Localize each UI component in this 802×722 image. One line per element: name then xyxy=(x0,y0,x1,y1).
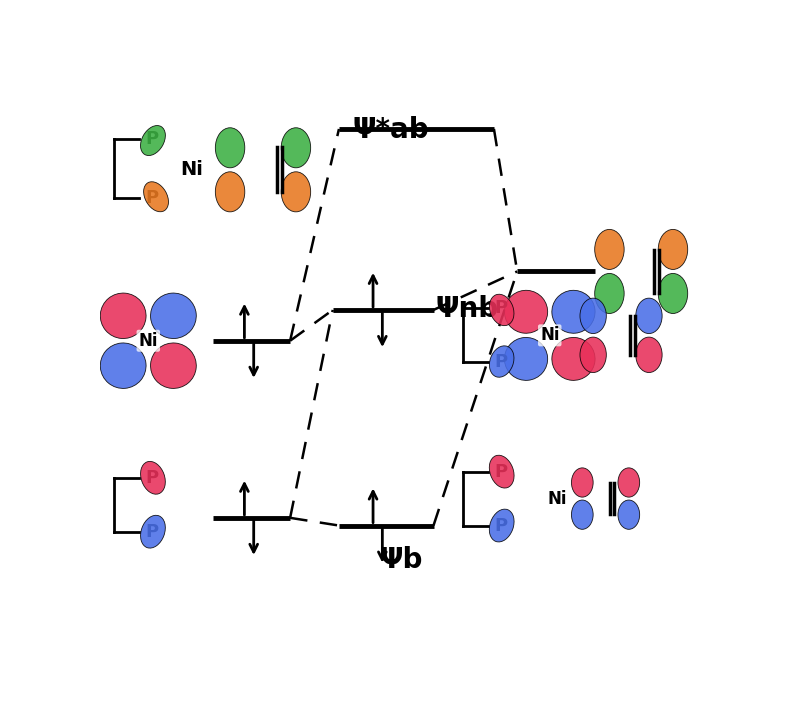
Ellipse shape xyxy=(489,456,514,488)
Text: Ψb: Ψb xyxy=(379,547,423,574)
Ellipse shape xyxy=(618,500,640,529)
Ellipse shape xyxy=(489,509,514,542)
Ellipse shape xyxy=(216,128,245,168)
Text: Ψ*ab: Ψ*ab xyxy=(352,116,429,144)
Text: P: P xyxy=(145,130,158,148)
Ellipse shape xyxy=(636,298,662,334)
Ellipse shape xyxy=(595,274,624,313)
Text: Ni: Ni xyxy=(548,490,567,508)
Ellipse shape xyxy=(100,293,146,339)
Ellipse shape xyxy=(140,461,165,494)
Text: P: P xyxy=(494,516,507,534)
Text: P: P xyxy=(494,300,507,318)
Ellipse shape xyxy=(572,500,593,529)
Ellipse shape xyxy=(636,337,662,373)
Ellipse shape xyxy=(140,516,165,548)
Ellipse shape xyxy=(658,230,687,269)
Ellipse shape xyxy=(595,230,624,269)
Text: P: P xyxy=(494,353,507,371)
Ellipse shape xyxy=(282,128,310,168)
Ellipse shape xyxy=(140,126,165,155)
Ellipse shape xyxy=(489,295,514,326)
Ellipse shape xyxy=(572,468,593,497)
Ellipse shape xyxy=(100,343,146,388)
Ellipse shape xyxy=(580,337,606,373)
Ellipse shape xyxy=(151,343,196,388)
Ellipse shape xyxy=(658,274,687,313)
Ellipse shape xyxy=(282,172,310,212)
Text: Ni: Ni xyxy=(180,160,203,179)
Text: Ψnb: Ψnb xyxy=(435,295,499,323)
Text: P: P xyxy=(145,523,158,541)
Ellipse shape xyxy=(504,337,548,380)
Text: P: P xyxy=(145,189,158,207)
Text: P: P xyxy=(494,463,507,481)
Ellipse shape xyxy=(504,290,548,334)
Ellipse shape xyxy=(144,182,168,212)
Text: Ni: Ni xyxy=(139,331,158,349)
Text: P: P xyxy=(145,469,158,487)
Ellipse shape xyxy=(552,290,595,334)
Ellipse shape xyxy=(580,298,606,334)
Text: Ni: Ni xyxy=(540,326,560,344)
Ellipse shape xyxy=(216,172,245,212)
Ellipse shape xyxy=(552,337,595,380)
Ellipse shape xyxy=(489,346,514,377)
Ellipse shape xyxy=(151,293,196,339)
Ellipse shape xyxy=(618,468,640,497)
